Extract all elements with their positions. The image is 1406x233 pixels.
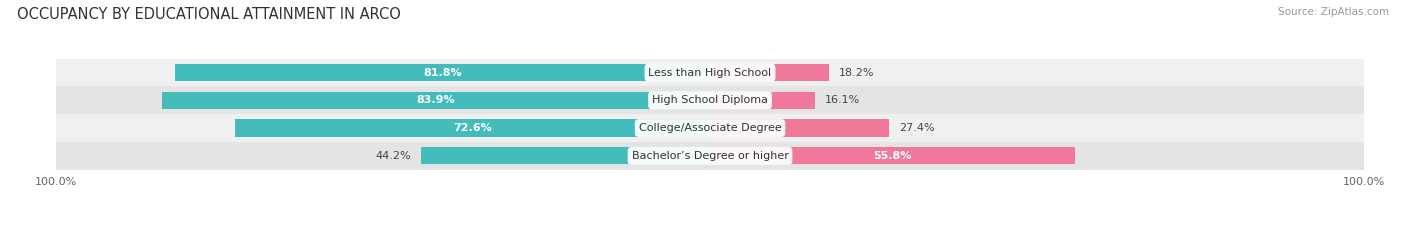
Bar (710, 120, 889, 137)
Bar (56, 142, 1364, 170)
Bar (162, 92, 710, 109)
Bar (420, 147, 710, 164)
Text: 83.9%: 83.9% (416, 95, 456, 105)
Bar (710, 64, 830, 81)
Text: Bachelor’s Degree or higher: Bachelor’s Degree or higher (631, 151, 789, 161)
Bar (56, 86, 1364, 114)
Bar (710, 147, 1074, 164)
Bar (235, 120, 710, 137)
Text: 72.6%: 72.6% (453, 123, 492, 133)
Text: Less than High School: Less than High School (648, 68, 772, 78)
Text: 27.4%: 27.4% (898, 123, 935, 133)
Text: Source: ZipAtlas.com: Source: ZipAtlas.com (1278, 7, 1389, 17)
Text: 55.8%: 55.8% (873, 151, 911, 161)
Bar (56, 59, 1364, 86)
Bar (710, 92, 815, 109)
Bar (56, 114, 1364, 142)
Text: 44.2%: 44.2% (375, 151, 411, 161)
Text: High School Diploma: High School Diploma (652, 95, 768, 105)
Text: 18.2%: 18.2% (839, 68, 875, 78)
Text: College/Associate Degree: College/Associate Degree (638, 123, 782, 133)
Text: 16.1%: 16.1% (825, 95, 860, 105)
Bar (176, 64, 710, 81)
Text: 81.8%: 81.8% (423, 68, 463, 78)
Text: OCCUPANCY BY EDUCATIONAL ATTAINMENT IN ARCO: OCCUPANCY BY EDUCATIONAL ATTAINMENT IN A… (17, 7, 401, 22)
